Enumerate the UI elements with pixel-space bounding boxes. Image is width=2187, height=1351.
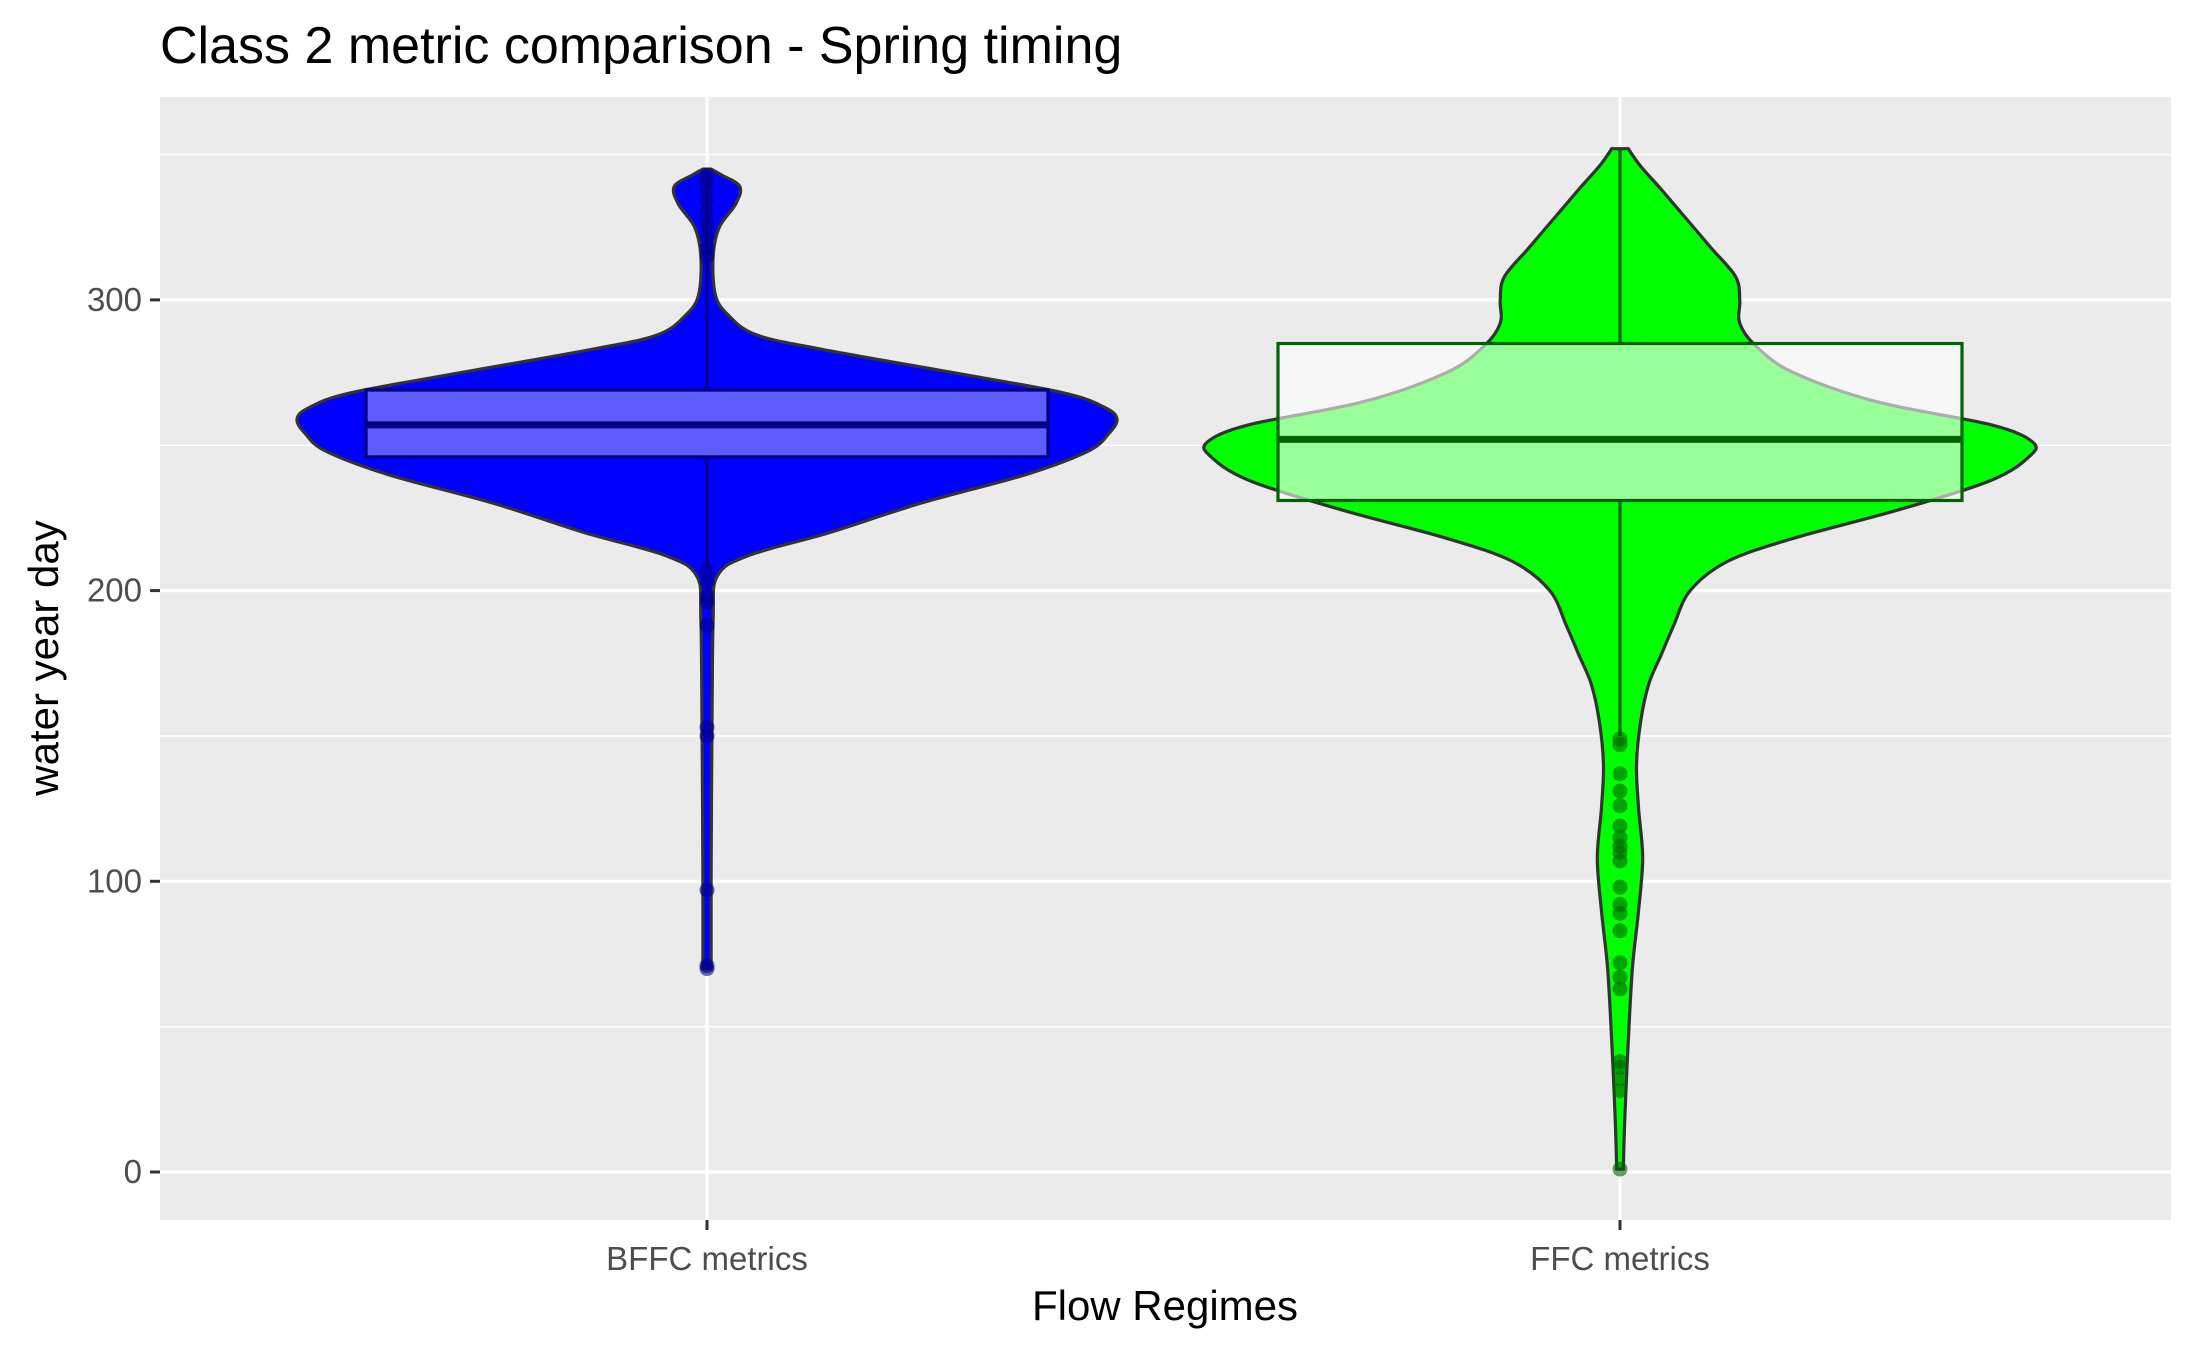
outlier-point xyxy=(1612,766,1628,782)
outlier-point xyxy=(1612,879,1628,895)
x-tick-label: FFC metrics xyxy=(1530,1240,1710,1277)
outlier-point xyxy=(1612,897,1628,913)
y-tick-label: 200 xyxy=(87,572,142,609)
outlier-point xyxy=(699,588,715,604)
outlier-point xyxy=(699,216,715,232)
outlier-point xyxy=(699,617,715,633)
outlier-layer xyxy=(699,167,1628,1177)
box-iqr xyxy=(1276,341,1964,503)
outlier-point xyxy=(1612,1071,1628,1087)
outlier-point xyxy=(1612,1054,1628,1070)
outlier-point xyxy=(699,719,715,735)
y-axis-title: water year day xyxy=(20,520,67,796)
outlier-point xyxy=(1612,783,1628,799)
x-axis: BFFC metrics FFC metrics xyxy=(606,1220,1710,1277)
outlier-point xyxy=(1612,955,1628,971)
x-axis-title: Flow Regimes xyxy=(1032,1282,1298,1329)
x-tick-label: BFFC metrics xyxy=(606,1240,808,1277)
outlier-point xyxy=(699,205,715,221)
plot-background xyxy=(160,97,2171,1220)
outlier-point xyxy=(699,228,715,244)
outlier-point xyxy=(1612,798,1628,814)
outlier-point xyxy=(699,562,715,578)
outlier-point xyxy=(1612,1083,1628,1099)
outlier-point xyxy=(1612,818,1628,834)
outlier-point xyxy=(1612,969,1628,985)
outlier-point xyxy=(1612,981,1628,997)
y-tick-label: 300 xyxy=(87,281,142,318)
box-layer xyxy=(364,148,1964,736)
outlier-point xyxy=(1612,830,1628,846)
outlier-point xyxy=(699,574,715,590)
outlier-point xyxy=(699,167,715,183)
outlier-point xyxy=(1612,1161,1628,1177)
y-tick-label: 0 xyxy=(124,1153,142,1190)
outlier-point xyxy=(1612,923,1628,939)
outlier-point xyxy=(1612,731,1628,747)
outlier-point xyxy=(699,958,715,974)
y-tick-label: 100 xyxy=(87,862,142,899)
outlier-point xyxy=(699,240,715,256)
outlier-point xyxy=(699,882,715,898)
y-axis: 0 100 200 300 xyxy=(87,281,160,1190)
outlier-point xyxy=(699,193,715,209)
chart-title: Class 2 metric comparison - Spring timin… xyxy=(160,17,1122,75)
